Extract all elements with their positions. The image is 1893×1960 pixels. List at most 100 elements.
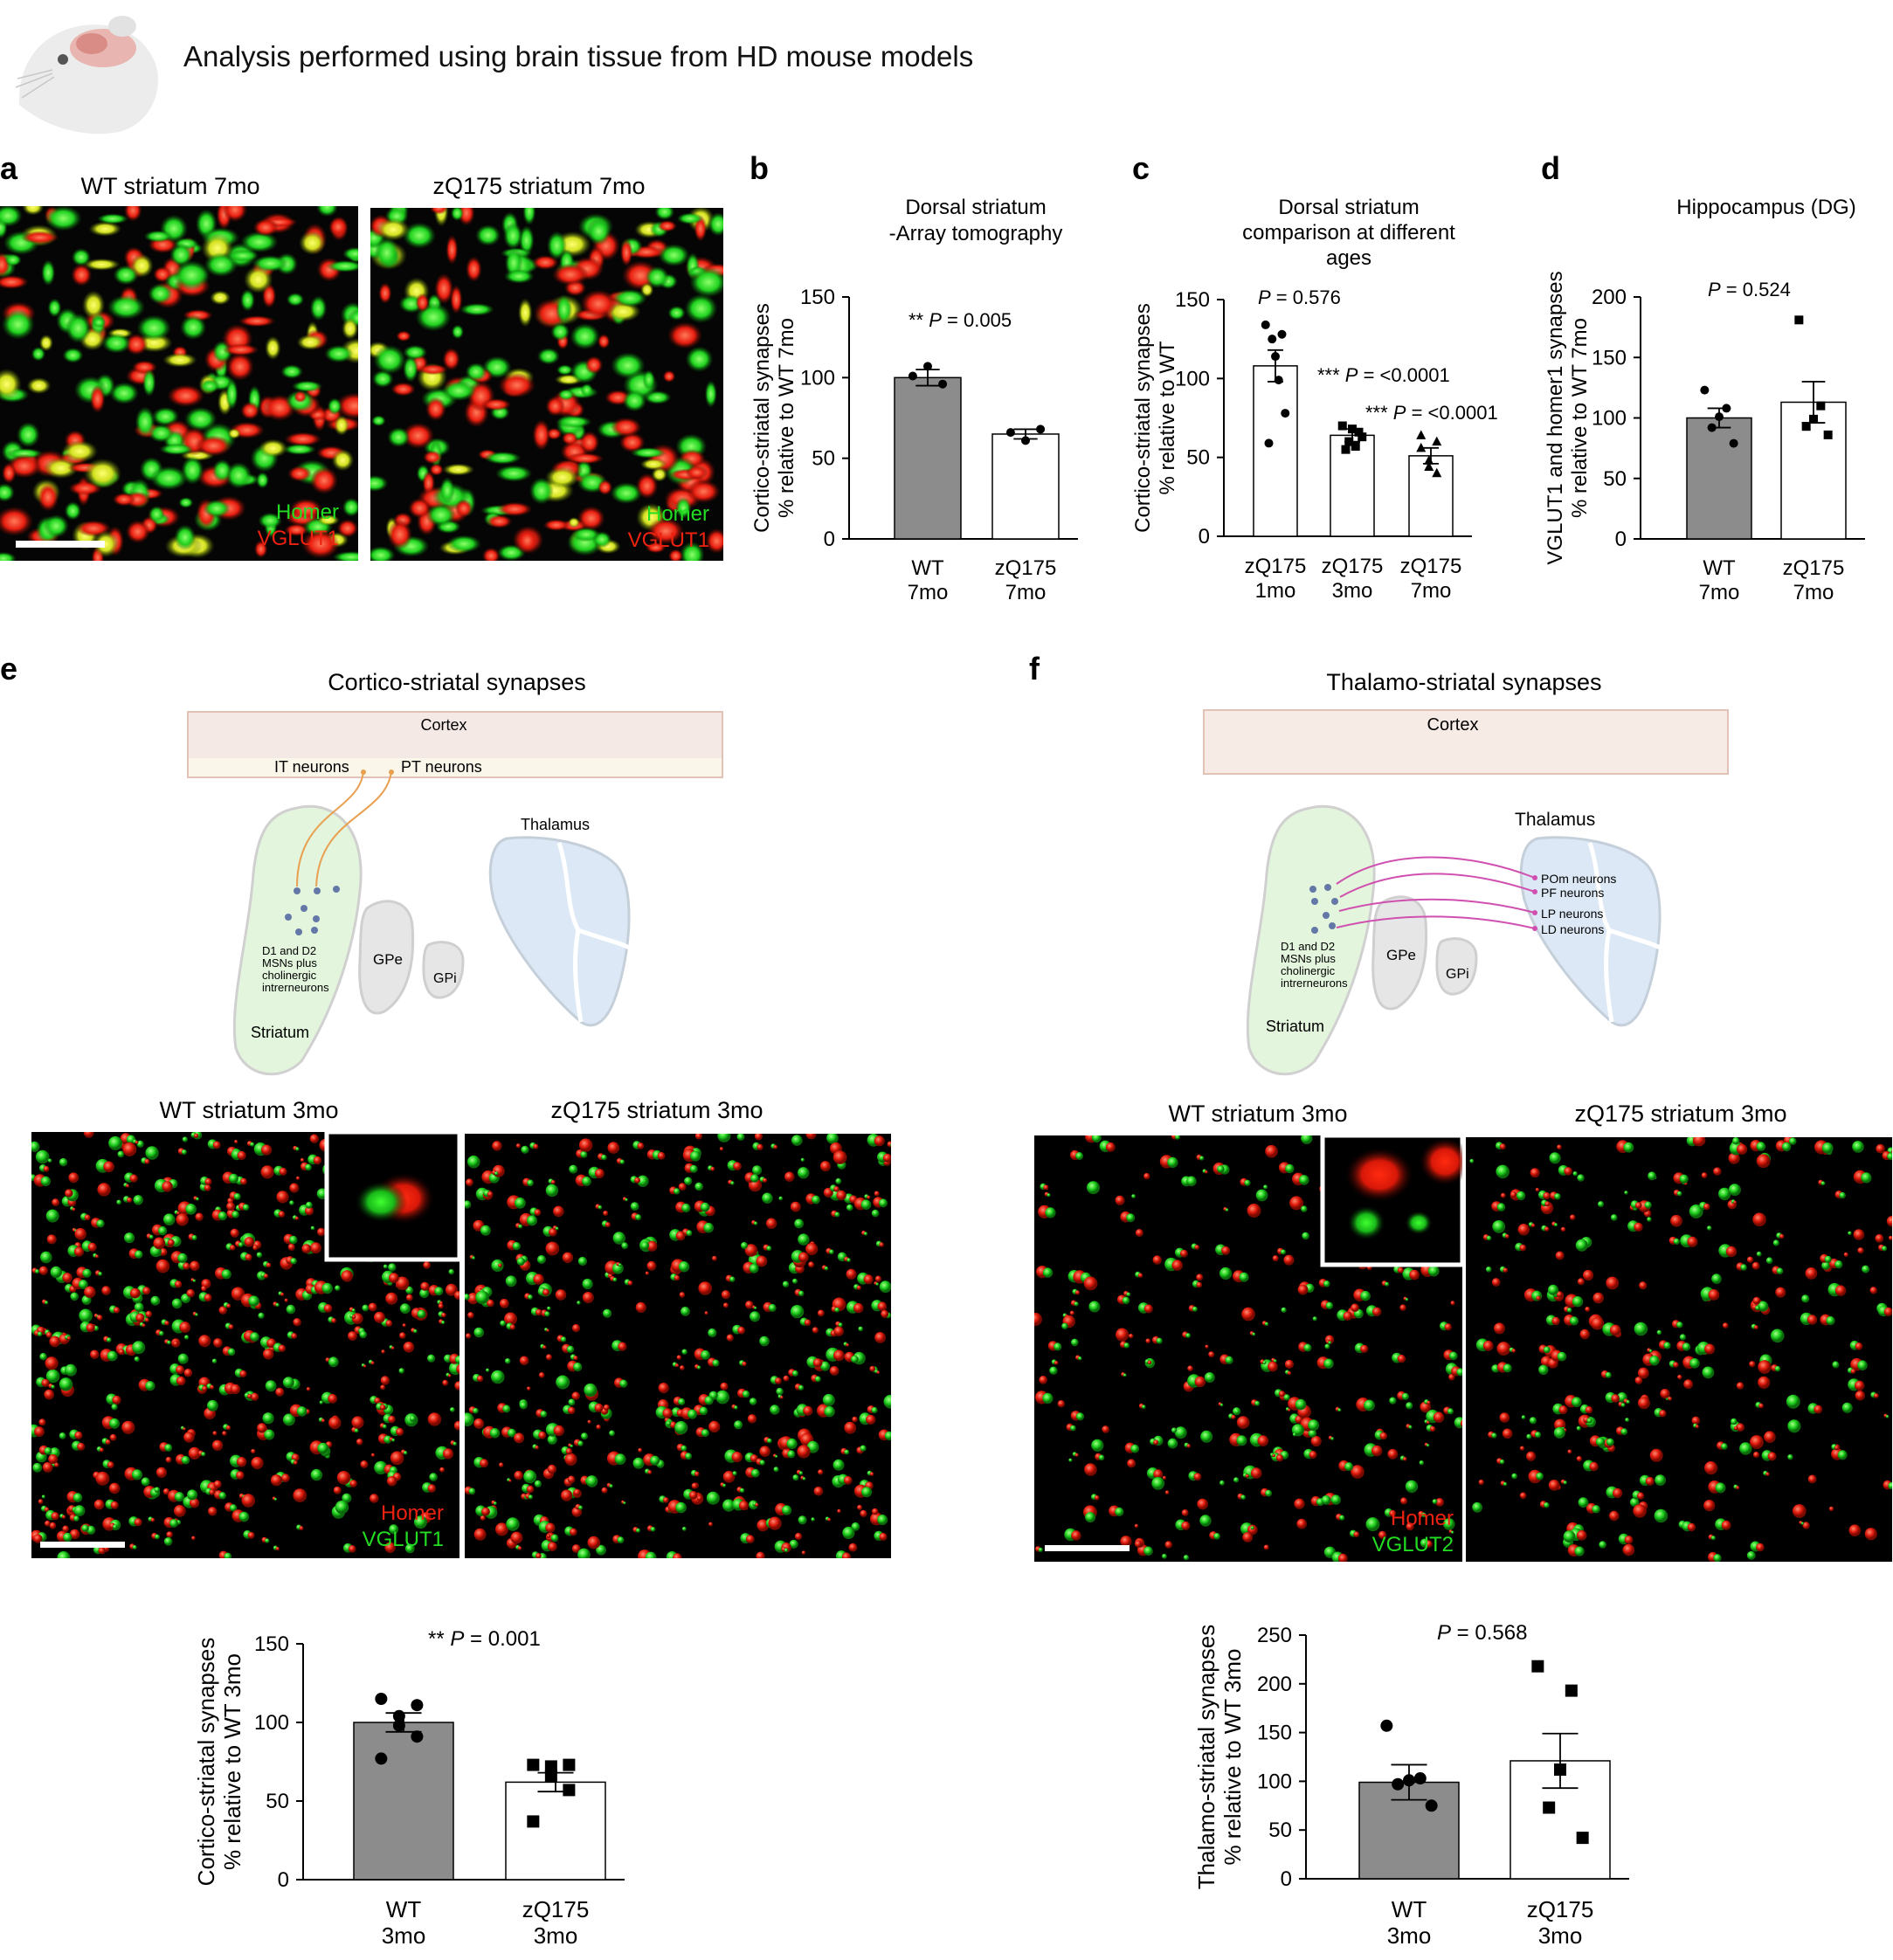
synapse-sphere [678, 1398, 686, 1405]
synapse-sphere [1364, 1399, 1375, 1411]
synapse-sphere [465, 1200, 472, 1209]
synapse-sphere [321, 1418, 325, 1423]
synapse-sphere [708, 1522, 713, 1527]
synapse-sphere [1242, 1532, 1254, 1542]
synapse-sphere [582, 1292, 594, 1303]
synapse-sphere [1429, 1425, 1436, 1432]
fluorescent-puncta [568, 517, 580, 528]
synapse-sphere [251, 1456, 264, 1470]
synapse-sphere [517, 1546, 522, 1550]
fluorescent-puncta [2, 462, 17, 484]
synapse-sphere [142, 1287, 151, 1295]
synapse-sphere [489, 1428, 501, 1439]
synapse-sphere [187, 1489, 198, 1501]
synapse-sphere [1171, 1427, 1178, 1433]
synapse-sphere [1787, 1454, 1793, 1460]
synapse-sphere [675, 1231, 686, 1241]
data-point [1554, 1763, 1566, 1777]
synapse-sphere [442, 1448, 454, 1460]
panel-letter-a: a [0, 150, 18, 186]
synapse-sphere [213, 1338, 223, 1348]
synapse-sphere [1610, 1214, 1618, 1221]
synapse-sphere [427, 1412, 442, 1426]
synapse-sphere [1147, 1360, 1152, 1365]
synapse-sphere [1606, 1276, 1620, 1290]
synapse-sphere [163, 1537, 173, 1546]
synapse-sphere [417, 1309, 426, 1319]
data-point [1005, 428, 1015, 438]
synapse-sphere [802, 1477, 806, 1480]
data-point [1531, 1660, 1544, 1673]
synapse-sphere [1739, 1442, 1752, 1455]
synapse-sphere [680, 1365, 685, 1370]
fluorescent-puncta [705, 528, 723, 554]
synapse-sphere [623, 1501, 626, 1505]
synapse-sphere [601, 1154, 607, 1161]
synapse-sphere [112, 1395, 121, 1404]
synapse-sphere [310, 1468, 323, 1481]
synapse-sphere [545, 1241, 560, 1256]
synapse-sphere [1792, 1504, 1807, 1518]
synapse-sphere [149, 1234, 154, 1239]
synapse-sphere [697, 1365, 701, 1370]
fluorescent-puncta [651, 466, 668, 482]
synapse-sphere [582, 1177, 591, 1186]
synapse-sphere [1598, 1201, 1604, 1208]
synapse-sphere [573, 1488, 581, 1496]
synapse-sphere [1283, 1254, 1295, 1266]
synapse-sphere [1502, 1428, 1513, 1439]
fluorescent-puncta [580, 383, 593, 397]
synapse-sphere [703, 1222, 714, 1233]
panel-f-img1-title: WT striatum 3mo [1168, 1101, 1347, 1127]
synapse-sphere [535, 1446, 539, 1450]
synapse-sphere [1826, 1315, 1835, 1326]
synapse-sphere [467, 1155, 480, 1169]
synapse-sphere [282, 1413, 295, 1426]
synapse-sphere [1805, 1267, 1818, 1280]
bar [1686, 417, 1752, 540]
synapse-sphere [679, 1292, 686, 1298]
synapse-sphere [264, 1429, 275, 1440]
synapse-sphere [468, 1487, 476, 1495]
synapse-sphere [194, 1133, 199, 1138]
fluorescent-puncta [370, 546, 396, 561]
synapse-sphere [681, 1445, 687, 1452]
synapse-sphere [101, 1286, 111, 1295]
msn-label-1: D1 and D2 [1281, 940, 1335, 953]
synapse-sphere [1668, 1397, 1672, 1401]
synapse-sphere [528, 1294, 533, 1300]
panel-f: Thalamo-striatal synapses Cortex Thalamu… [1034, 669, 1892, 1562]
synapse-sphere [1645, 1476, 1655, 1486]
synapse-sphere [834, 1211, 840, 1218]
synapse-sphere [1701, 1172, 1708, 1178]
synapse-sphere [1673, 1362, 1679, 1368]
synapse-sphere [162, 1487, 170, 1495]
fluorescent-puncta [83, 458, 122, 489]
synapse-sphere [135, 1313, 145, 1322]
synapse-sphere [390, 1451, 404, 1466]
synapse-sphere [1605, 1371, 1612, 1378]
synapse-sphere [1039, 1376, 1047, 1384]
synapse-sphere [174, 1492, 184, 1502]
bar [991, 433, 1060, 540]
synapse-sphere [349, 1480, 357, 1487]
synapse-sphere [234, 1140, 238, 1144]
synapse-sphere [731, 1452, 743, 1463]
gpi-label: GPi [1446, 967, 1469, 982]
synapse-sphere [805, 1242, 819, 1256]
synapse-sphere [744, 1244, 758, 1257]
fluorescent-puncta [162, 352, 197, 368]
synapse-sphere [1105, 1142, 1116, 1152]
synapse-sphere [750, 1174, 759, 1183]
fluorescent-puncta [37, 482, 59, 512]
synapse-sphere [429, 1473, 438, 1481]
x-tick-label: WT 3mo [382, 1896, 426, 1949]
synapse-sphere [1389, 1397, 1397, 1404]
synapse-sphere [258, 1312, 265, 1319]
fluorescent-puncta [225, 352, 254, 381]
synapse-sphere [79, 1308, 93, 1323]
synapse-sphere [1673, 1238, 1680, 1245]
synapse-sphere [726, 1334, 734, 1342]
synapse-sphere [1255, 1189, 1268, 1202]
